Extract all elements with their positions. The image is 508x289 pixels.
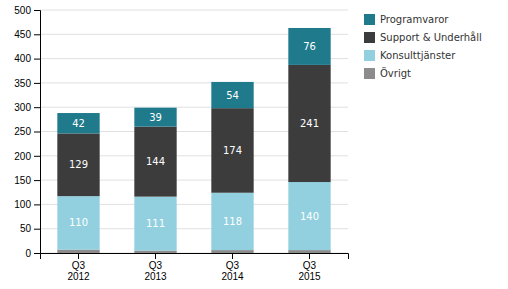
y-axis: 0 50 100 150 200 250 300 350 400 450 500 <box>14 5 40 259</box>
legend-item: Övrigt <box>364 67 411 79</box>
tick-mark <box>34 132 40 133</box>
tick-label: 350 <box>14 78 31 89</box>
tick-label: Q32013 <box>144 260 167 282</box>
legend-item: Konsulttjänster <box>364 50 456 61</box>
bar <box>211 193 253 250</box>
tick-label: 500 <box>14 5 31 16</box>
data-label: 118 <box>223 216 242 227</box>
tick: 50 <box>20 223 40 234</box>
tick: 400 <box>14 53 40 64</box>
tick: 100 <box>14 199 40 210</box>
tick: 350 <box>14 78 40 89</box>
legend-item: Support & Underhåll <box>364 31 482 43</box>
tick: Q32012 <box>67 253 90 282</box>
bar <box>211 250 253 253</box>
bar <box>57 196 99 249</box>
legend-label: Programvaror <box>380 14 449 25</box>
tick-label: 150 <box>14 175 31 186</box>
tick-label: 300 <box>14 102 31 113</box>
tick-mark <box>34 204 40 205</box>
data-label: 111 <box>146 218 165 229</box>
tick-mark <box>34 107 40 108</box>
series <box>57 28 330 133</box>
tick-mark <box>34 10 40 11</box>
tick-label: Q32015 <box>298 260 321 282</box>
data-label: 42 <box>72 118 85 129</box>
tick-mark <box>155 253 156 259</box>
bar <box>288 182 330 250</box>
grid <box>40 10 348 253</box>
bar <box>134 197 176 251</box>
legend-label: Support & Underhåll <box>380 31 482 43</box>
tick-label: 250 <box>14 126 31 137</box>
data-label: 129 <box>69 159 88 170</box>
series <box>57 250 330 253</box>
legend: Programvaror Support & Underhåll Konsulttj… <box>364 14 482 79</box>
tick-label: 50 <box>20 223 32 234</box>
legend-swatch <box>364 14 375 25</box>
tick-mark <box>309 253 310 259</box>
data-label: 144 <box>146 156 165 167</box>
legend-label: Övrigt <box>380 67 411 79</box>
tick-mark <box>34 156 40 157</box>
tick-mark <box>34 83 40 84</box>
tick: Q32013 <box>144 253 167 282</box>
tick: 250 <box>14 126 40 137</box>
series <box>57 65 330 197</box>
x-axis: Q32012 Q32013 Q32014 Q32015 <box>41 253 349 282</box>
bar <box>134 127 176 197</box>
tick-label: 0 <box>25 248 31 259</box>
tick-mark <box>34 229 40 230</box>
tick-mark <box>232 253 233 259</box>
bar <box>57 113 99 133</box>
tick: 200 <box>14 151 40 162</box>
data-label: 174 <box>223 145 242 156</box>
bar <box>288 28 330 65</box>
tick-label: 100 <box>14 199 31 210</box>
tick-label: 200 <box>14 151 31 162</box>
data-labels: 110 111 118 140 129 144 174 241 42 39 54 76 <box>69 41 319 229</box>
tick: 150 <box>14 175 40 186</box>
data-label: 54 <box>226 90 239 101</box>
legend-label: Konsulttjänster <box>380 50 456 61</box>
bar <box>211 108 253 193</box>
bar <box>211 82 253 108</box>
tick: 500 <box>14 5 40 16</box>
tick: 300 <box>14 102 40 113</box>
tick-mark <box>34 34 40 35</box>
tick: 450 <box>14 29 40 40</box>
legend-swatch <box>364 68 375 79</box>
legend-swatch <box>364 50 375 61</box>
tick-mark <box>34 180 40 181</box>
bar <box>57 250 99 253</box>
tick: Q32015 <box>298 253 321 282</box>
data-label: 76 <box>303 41 316 52</box>
data-label: 110 <box>69 217 88 228</box>
bar <box>288 65 330 182</box>
grid-line <box>40 10 348 11</box>
tick-label: 400 <box>14 53 31 64</box>
data-label: 241 <box>300 118 319 129</box>
plot: 110 111 118 140 129 144 174 241 42 39 54 76 0 50 100 15… <box>14 5 348 282</box>
bars <box>57 28 330 253</box>
tick-label: 450 <box>14 29 31 40</box>
tick: Q32014 <box>221 253 244 282</box>
tick-mark <box>34 253 40 254</box>
data-label: 140 <box>300 211 319 222</box>
tick-label: Q32014 <box>221 260 244 282</box>
chart: 110 111 118 140 129 144 174 241 42 39 54 76 0 50 100 15… <box>0 0 508 289</box>
legend-swatch <box>364 32 375 43</box>
axis-line <box>41 254 349 260</box>
tick-mark <box>34 59 40 60</box>
tick-label: Q32012 <box>67 260 90 282</box>
bar <box>134 108 176 127</box>
bar <box>134 251 176 253</box>
data-label: 39 <box>149 112 162 123</box>
tick: 0 <box>25 248 40 259</box>
axis-line <box>34 11 41 254</box>
legend-item: Programvaror <box>364 14 449 25</box>
tick-mark <box>78 253 79 259</box>
bar <box>288 250 330 253</box>
bar <box>57 133 99 196</box>
